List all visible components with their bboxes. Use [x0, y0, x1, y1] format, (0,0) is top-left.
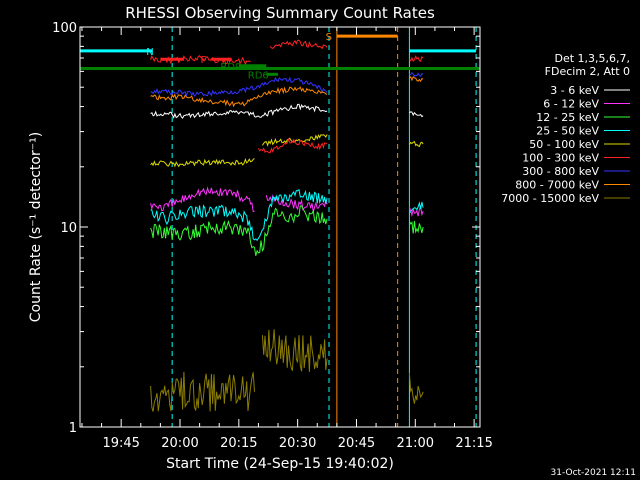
series-line: [150, 86, 328, 108]
series-line: [150, 76, 328, 97]
legend-label: 25 - 50 keV: [536, 125, 599, 138]
series-line: [409, 72, 424, 77]
legend-header: FDecim 2, Att 0: [545, 65, 630, 78]
legend-label: 7000 - 15000 keV: [501, 192, 599, 205]
axes: 100 10 1 19:45 20:00 20:15 20:30 20:45 21:00 21:1…: [52, 21, 493, 451]
x-tick-label: 21:00: [397, 436, 434, 451]
series-line: [408, 220, 424, 234]
x-tick-label: 20:45: [338, 436, 375, 451]
legend-label: 12 - 25 keV: [536, 111, 599, 124]
legend-header: Det 1,3,5,6,7,: [554, 52, 630, 65]
series-line: [150, 103, 328, 119]
y-tick-label: 100: [52, 21, 77, 36]
legend-label: 50 - 100 keV: [529, 138, 599, 151]
flag-label: RD9: [220, 62, 241, 73]
x-tick-label: 19:45: [102, 436, 139, 451]
x-axis-label: Start Time (24-Sep-15 19:40:02): [166, 456, 394, 472]
y-axis-label: Count Rate (s⁻¹ detector⁻¹): [28, 132, 44, 322]
y-tick-label: 10: [60, 221, 77, 236]
y-tick-label: 1: [69, 421, 77, 436]
series-line: [150, 186, 255, 213]
x-tick-label: 20:30: [279, 436, 316, 451]
series-line: [409, 111, 424, 118]
legend-label: 6 - 12 keV: [543, 98, 599, 111]
legend-label: 100 - 300 keV: [522, 152, 599, 165]
chart-title: RHESSI Observing Summary Count Rates: [125, 4, 435, 22]
legend: Det 1,3,5,6,7,FDecim 2, Att 0 3 - 6 keV6 …: [501, 52, 630, 205]
series-line: [150, 158, 255, 168]
footer-date: 31-Oct-2021 12:11: [551, 468, 636, 478]
series-line: [408, 140, 424, 148]
series-line: [261, 133, 328, 147]
series-line: [409, 55, 424, 63]
series-line: [261, 329, 328, 373]
series-line: [150, 371, 255, 412]
x-tick-label: 21:15: [455, 436, 492, 451]
series-line: [269, 39, 328, 50]
legend-label: 800 - 7000 keV: [515, 179, 599, 192]
legend-label: 3 - 6 keV: [550, 84, 599, 97]
series-line: [150, 188, 328, 242]
series-line: [265, 193, 328, 212]
series-line: [150, 205, 328, 256]
x-tick-label: 20:15: [220, 436, 257, 451]
series-line: [409, 75, 424, 83]
flag-label: N: [146, 47, 153, 58]
flag-label: S: [326, 32, 332, 43]
flag-label: RD6: [248, 70, 269, 81]
legend-label: 300 - 800 keV: [522, 165, 599, 178]
series-line: [409, 201, 424, 214]
series-line: [408, 372, 424, 404]
series-line: [150, 55, 251, 66]
x-tick-label: 20:00: [161, 436, 198, 451]
series-line: [257, 137, 328, 154]
